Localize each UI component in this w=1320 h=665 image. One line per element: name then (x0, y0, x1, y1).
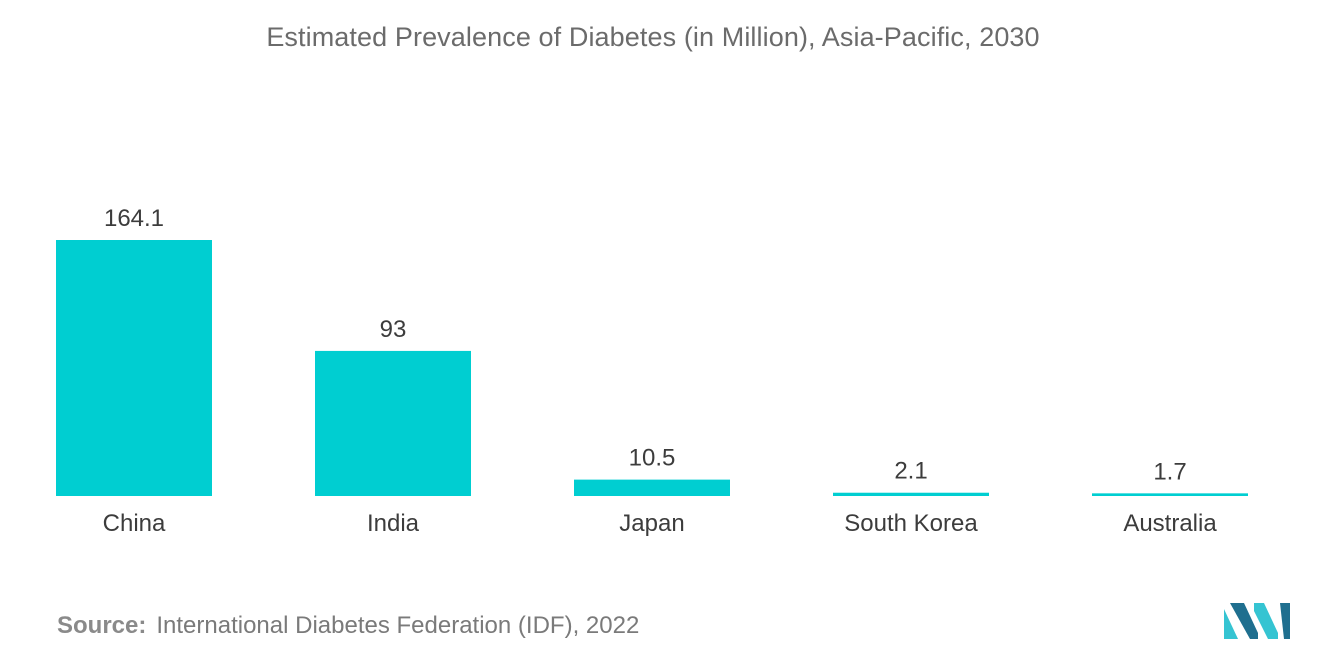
bar-japan (574, 479, 730, 496)
source-label: Source: (57, 612, 147, 639)
data-label: 1.7 (1153, 458, 1186, 485)
x-tick-label: Japan (619, 510, 684, 537)
data-label: 93 (380, 316, 407, 343)
bar-china (56, 240, 212, 496)
x-tick-label: China (103, 510, 166, 537)
data-label: 10.5 (629, 445, 676, 472)
data-label: 2.1 (894, 458, 927, 485)
chart-title: Estimated Prevalence of Diabetes (in Mil… (266, 22, 1040, 52)
source-text: International Diabetes Federation (IDF),… (156, 612, 640, 639)
mordor-intelligence-logo-icon (1224, 603, 1290, 639)
bar-south-korea (833, 492, 989, 496)
bar-india (315, 350, 471, 496)
data-label: 164.1 (104, 205, 164, 232)
source-note: Source: International Diabetes Federation… (57, 612, 639, 640)
bar-australia (1092, 493, 1248, 496)
x-tick-label: Australia (1123, 510, 1217, 537)
x-tick-label: South Korea (844, 510, 978, 537)
x-tick-label: India (367, 510, 420, 537)
